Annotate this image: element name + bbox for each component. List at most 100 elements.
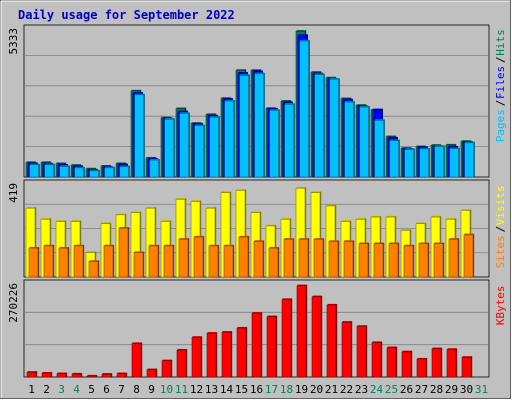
bar-kbytes-day-4-shadow <box>81 373 83 377</box>
bar-pages-day-2-edge <box>44 164 54 178</box>
bar-sites-day-30-top <box>464 233 474 235</box>
bar-kbytes-day-17-edge <box>266 316 277 378</box>
bar-files-day-12-top <box>193 122 203 124</box>
bar-pages-day-16-top <box>255 72 265 74</box>
bar-sites-day-18 <box>283 238 295 278</box>
bar-sites-day-28-face <box>434 243 443 277</box>
bar-kbytes-day-28-edge <box>431 348 442 378</box>
bar-kbytes-day-7-face <box>117 373 126 377</box>
bar-files-day-22-top <box>343 98 353 100</box>
bar-sites-day-26 <box>403 244 415 278</box>
bar-kbytes-day-6-edge <box>101 373 112 378</box>
bar-pages-day-15 <box>239 74 250 178</box>
bar-hits-day-20-top <box>311 71 321 73</box>
bar-sites-day-15-edge <box>238 236 249 278</box>
bar-kbytes-day-7 <box>116 372 128 378</box>
bar-sites-day-9-edge <box>148 245 159 278</box>
bar-sites-day-7-face <box>119 228 128 277</box>
bar-pages-day-15-top <box>240 74 250 76</box>
bar-kbytes-day-8-face <box>132 343 141 377</box>
bar-kbytes-day-28 <box>431 347 443 378</box>
bar-sites-day-3-shadow <box>68 247 70 277</box>
bar-hits-day-21-top <box>326 76 336 78</box>
bar-visits-day-1-shadow <box>35 207 37 277</box>
bar-sites-day-23-edge <box>358 243 369 278</box>
bar-kbytes-day-10-face <box>162 360 171 377</box>
bar-kbytes-day-24 <box>371 341 383 378</box>
bar-sites-day-16 <box>253 240 265 278</box>
bar-pages-day-9-shadow <box>158 159 160 177</box>
bar-sites-day-3-edge <box>58 247 69 278</box>
bar-pages-day-19 <box>299 39 310 178</box>
bar-sites-day-15 <box>238 235 250 278</box>
bar-visits-day-7-top <box>116 213 126 215</box>
bar-hits-day-5-top <box>86 167 96 169</box>
bar-sites-day-30 <box>463 233 475 278</box>
bar-sites-day-14-top <box>224 244 234 246</box>
bar-sites-day-23-face <box>359 243 368 277</box>
bar-kbytes-day-10-top <box>162 359 172 361</box>
bar-kbytes-day-13-face <box>207 333 216 377</box>
bar-pages-day-12 <box>194 124 205 178</box>
bar-kbytes-day-8-top <box>132 342 142 344</box>
bar-pages-day-7-edge <box>119 166 129 178</box>
bar-sites-day-8-edge <box>133 252 144 278</box>
day-label-14: 14 <box>220 383 234 396</box>
bar-kbytes-day-19 <box>296 284 308 378</box>
bar-pages-day-29-shadow <box>458 147 460 177</box>
bar-kbytes-day-4-edge <box>71 373 82 378</box>
bar-hits-day-29-top <box>446 143 456 146</box>
bar-kbytes-day-15 <box>236 326 248 378</box>
bar-kbytes-day-2-top <box>42 372 52 374</box>
day-label-10: 10 <box>160 383 173 396</box>
bar-sites-day-29-top <box>449 238 459 240</box>
bar-kbytes-day-10-edge <box>161 360 172 378</box>
day-label-2: 2 <box>43 383 50 396</box>
bar-pages-day-11 <box>179 112 190 178</box>
bar-kbytes-day-1-shadow <box>36 371 38 377</box>
bar-visits-day-11-top <box>176 198 186 200</box>
bar-sites-day-3 <box>58 246 70 278</box>
bar-kbytes-day-22 <box>341 321 353 378</box>
bar-kbytes-day-2-shadow <box>51 372 53 377</box>
bar-pages-day-5 <box>89 169 100 178</box>
bar-sites-day-14 <box>223 244 235 278</box>
bar-pages-day-27-shadow <box>428 147 430 177</box>
bar-sites-day-21-edge <box>328 241 339 278</box>
bar-kbytes-day-11 <box>176 348 188 378</box>
bar-kbytes-day-4-top <box>72 372 82 375</box>
bar-kbytes-day-4-face <box>72 374 81 377</box>
bar-sites-day-16-edge <box>253 241 264 278</box>
bar-kbytes-day-12-face <box>192 337 201 377</box>
bar-kbytes-day-6 <box>101 373 113 378</box>
bar-kbytes-day-14-shadow <box>231 331 233 377</box>
bar-pages-day-22-edge <box>344 101 354 178</box>
bar-visits-day-14-top <box>221 191 231 193</box>
bar-files-day-13-top <box>208 114 218 116</box>
bar-sites-day-18-edge <box>283 238 294 278</box>
bar-kbytes-day-5-top <box>87 374 97 377</box>
bar-kbytes-day-20-top <box>312 295 322 297</box>
bar-visits-day-15-face <box>236 190 245 277</box>
bar-pages-day-18 <box>284 103 295 178</box>
bar-pages-day-16 <box>254 72 265 178</box>
bar-pages-day-12-edge <box>194 125 204 178</box>
legend-hits-files-pages-1: / <box>494 56 507 63</box>
bar-pages-day-19-top <box>300 39 310 42</box>
bar-sites-day-13-shadow <box>218 244 220 277</box>
bar-pages-day-14-face <box>224 100 234 177</box>
bar-sites-day-12 <box>193 235 205 278</box>
bar-kbytes-day-18-edge <box>281 299 292 378</box>
bar-visits-day-29-top <box>446 218 456 220</box>
bar-pages-day-30-face <box>464 142 474 177</box>
day-label-3: 3 <box>58 383 65 396</box>
bar-sites-day-15-top <box>239 235 249 238</box>
bar-kbytes-day-25-shadow <box>396 346 398 377</box>
bar-visits-day-17-top <box>266 224 276 226</box>
bar-pages-day-14-edge <box>224 100 234 178</box>
bar-pages-day-26-top <box>405 148 415 150</box>
bar-visits-day-4-top <box>71 220 81 222</box>
bar-pages-day-23-edge <box>359 106 369 178</box>
bar-sites-day-7-top <box>119 226 129 229</box>
